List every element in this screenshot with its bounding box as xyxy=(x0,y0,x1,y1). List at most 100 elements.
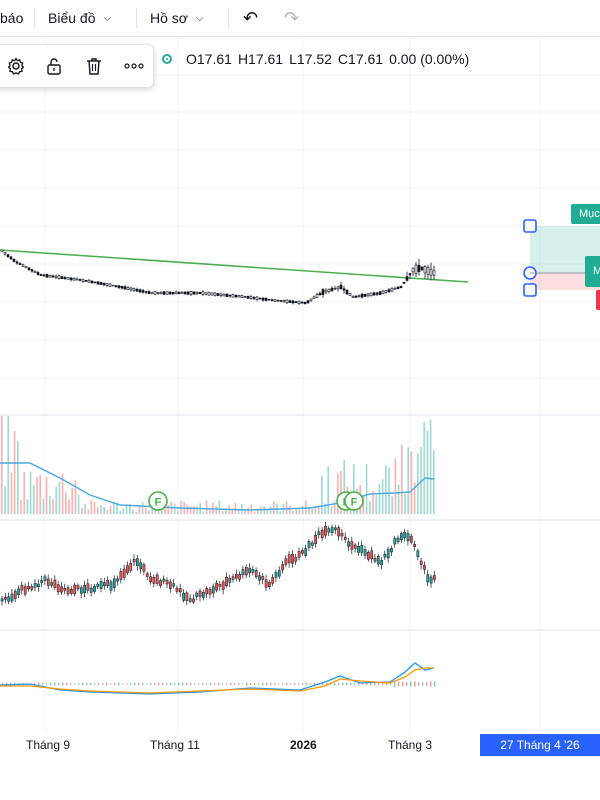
profile-menu-button[interactable]: Hồ sơ ⌵ xyxy=(150,0,204,36)
volume-bar xyxy=(193,506,195,514)
trash-icon[interactable] xyxy=(79,45,109,87)
price-candle xyxy=(318,292,322,295)
macd-histogram-bar xyxy=(274,683,276,685)
price-candle xyxy=(345,289,349,295)
more-icon[interactable] xyxy=(119,45,149,87)
indicator-candle xyxy=(20,584,24,591)
price-candle xyxy=(120,285,124,289)
volume-bar xyxy=(55,486,57,514)
indicator-candle xyxy=(343,536,347,540)
volume-bar xyxy=(388,467,390,514)
indicator-candle xyxy=(409,535,413,543)
price-candle xyxy=(315,294,319,298)
price-candle xyxy=(312,296,316,299)
undo-icon[interactable]: ↶ xyxy=(243,7,259,28)
macd-histogram-bar xyxy=(342,682,344,686)
price-candle xyxy=(207,291,211,296)
toolbar-partial-label[interactable]: báo xyxy=(0,10,24,26)
macd-histogram-bar xyxy=(302,683,304,685)
chart-menu-button[interactable]: Biểu đồ ⌵ xyxy=(48,0,111,36)
volume-bar xyxy=(247,507,249,514)
macd-histogram-bar xyxy=(78,683,80,685)
price-candle xyxy=(147,291,151,295)
price-candle xyxy=(18,263,22,265)
chart-grid xyxy=(0,37,600,732)
price-candle xyxy=(54,275,58,278)
indicator-candle xyxy=(195,592,199,597)
price-candle xyxy=(210,292,214,296)
price-candle xyxy=(99,282,103,285)
price-candle xyxy=(357,295,361,297)
price-candle xyxy=(105,283,109,286)
trendline[interactable] xyxy=(0,249,469,283)
indicator-candle xyxy=(429,576,433,584)
volume-bar xyxy=(113,502,115,514)
volume-bar xyxy=(365,463,368,514)
price-candle xyxy=(417,264,421,273)
price-candle xyxy=(333,287,337,290)
indicator-candle xyxy=(268,581,271,587)
macd-histogram-bar xyxy=(418,682,420,686)
indicator-candle xyxy=(235,573,238,579)
price-candle xyxy=(126,287,130,290)
volume-bar xyxy=(311,509,313,514)
indicator-candle xyxy=(155,574,159,584)
event-marker-label: F xyxy=(155,497,162,509)
indicator-candle xyxy=(413,544,416,547)
entry-label[interactable]: M xyxy=(585,256,600,287)
macd-histogram-bar xyxy=(422,682,424,686)
time-axis[interactable]: Tháng 9 Tháng 11 2026 Tháng 3 xyxy=(0,732,600,760)
macd-histogram-bar xyxy=(82,682,84,686)
volume-bar xyxy=(29,471,32,514)
price-candle xyxy=(3,252,7,255)
indicator-candle xyxy=(162,578,166,582)
price-candle xyxy=(264,298,268,301)
price-chart[interactable]: FFF xyxy=(0,37,600,732)
macd-histogram-bar xyxy=(186,682,188,686)
volume-bar xyxy=(90,500,93,514)
volume-bar xyxy=(52,499,54,514)
settings-icon[interactable] xyxy=(1,45,31,87)
macd-histogram-bar xyxy=(126,683,128,685)
indicator-candle xyxy=(304,548,308,556)
indicator-candle xyxy=(225,576,228,586)
volume-bar xyxy=(164,502,166,514)
redo-icon[interactable]: ↷ xyxy=(284,7,300,28)
price-candle xyxy=(252,297,256,299)
volume-bar xyxy=(129,503,131,514)
indicator-candle xyxy=(17,588,20,595)
target-label[interactable]: Mục xyxy=(571,204,600,224)
indicator-candle xyxy=(169,581,172,589)
ohlc-change: 0.00 (0.00%) xyxy=(389,51,470,67)
macd-histogram-bar xyxy=(298,683,300,685)
indicator-candle xyxy=(244,567,248,576)
volume-bar xyxy=(13,431,16,514)
price-candle xyxy=(180,292,184,294)
volume-bar xyxy=(87,509,89,514)
position-tool[interactable] xyxy=(530,226,600,290)
indicator-candle xyxy=(327,528,331,533)
indicator-candle xyxy=(350,541,354,550)
stop-label[interactable] xyxy=(596,290,600,310)
indicator-candle xyxy=(185,592,189,601)
price-candle xyxy=(135,289,139,292)
indicator-candle xyxy=(192,598,195,603)
volume-bar xyxy=(186,504,189,514)
volume-bar xyxy=(74,480,77,514)
indicator-candle xyxy=(136,558,139,567)
indicator-candle xyxy=(79,587,83,594)
macd-histogram-bar xyxy=(226,683,228,685)
indicator-candle xyxy=(317,531,321,535)
volume-bar xyxy=(218,500,221,514)
unlock-icon[interactable] xyxy=(39,45,69,87)
indicator-candle xyxy=(208,588,212,595)
indicator-candle xyxy=(175,587,179,592)
macd-histogram-bar xyxy=(374,683,376,685)
indicator-candle xyxy=(406,533,410,542)
volume-moving-average xyxy=(0,462,435,511)
macd-histogram-bar xyxy=(206,683,208,685)
position-handles[interactable] xyxy=(523,219,600,297)
volume-bar xyxy=(426,430,429,514)
indicator-candle xyxy=(132,558,136,563)
price-candle xyxy=(267,299,271,301)
